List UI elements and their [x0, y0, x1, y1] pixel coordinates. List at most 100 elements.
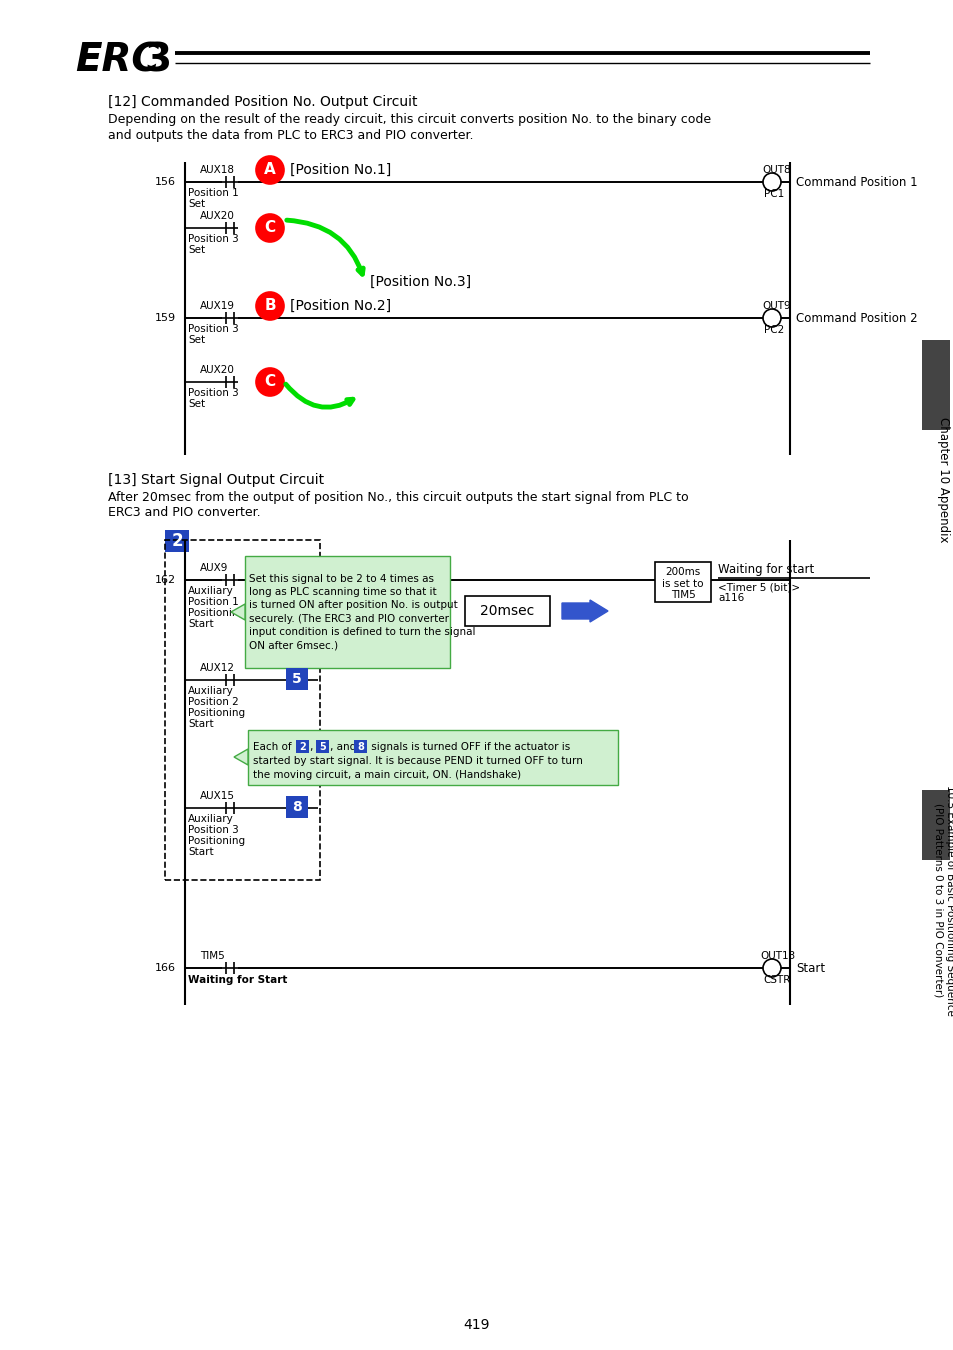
Text: Depending on the result of the ready circuit, this circuit converts position No.: Depending on the result of the ready cir… — [108, 113, 710, 127]
Text: OUT13: OUT13 — [760, 950, 795, 961]
Text: AUX18: AUX18 — [200, 165, 234, 176]
Text: Start: Start — [188, 720, 213, 729]
Text: 419: 419 — [463, 1318, 490, 1332]
Text: ,: , — [310, 743, 316, 752]
Bar — [921, 790, 949, 860]
Bar — [248, 730, 618, 784]
Text: 200ms: 200ms — [664, 567, 700, 576]
Text: Set: Set — [188, 400, 205, 409]
Text: ERC: ERC — [75, 40, 160, 80]
Text: Auxiliary: Auxiliary — [188, 586, 233, 595]
Text: the moving circuit, a main circuit, ON. (Handshake): the moving circuit, a main circuit, ON. … — [253, 769, 520, 780]
Text: 10.5 Example of Basic Positioning Sequence
(PIO Patterns 0 to 3 in PIO Converter: 10.5 Example of Basic Positioning Sequen… — [932, 784, 953, 1015]
Text: 8: 8 — [356, 743, 363, 752]
Circle shape — [255, 157, 284, 184]
Text: Command Position 2: Command Position 2 — [795, 312, 917, 324]
Text: Position 3: Position 3 — [188, 825, 238, 836]
Text: Position 3: Position 3 — [188, 387, 238, 398]
Text: C: C — [264, 374, 275, 390]
Text: Position 1: Position 1 — [188, 188, 238, 198]
Text: Waiting for start: Waiting for start — [718, 563, 814, 576]
Text: [13] Start Signal Output Circuit: [13] Start Signal Output Circuit — [108, 472, 324, 487]
Text: 5: 5 — [319, 743, 326, 752]
Text: Start: Start — [188, 620, 213, 629]
Bar — [286, 668, 308, 690]
Text: A: A — [264, 162, 275, 177]
Circle shape — [255, 369, 284, 396]
Text: Auxiliary: Auxiliary — [188, 814, 233, 824]
Circle shape — [762, 958, 781, 977]
Text: Positioning: Positioning — [188, 707, 245, 718]
Text: 2: 2 — [299, 743, 306, 752]
Text: 3: 3 — [144, 40, 171, 80]
Text: [Position No.2]: [Position No.2] — [290, 298, 391, 313]
Text: PC1: PC1 — [763, 189, 783, 198]
Text: Waiting for Start: Waiting for Start — [188, 975, 287, 985]
Polygon shape — [231, 603, 245, 620]
Bar — [921, 340, 949, 431]
Text: AUX20: AUX20 — [200, 364, 234, 375]
Bar — [655, 562, 710, 602]
Text: TIM5: TIM5 — [670, 590, 695, 599]
Text: Set: Set — [188, 244, 205, 255]
Text: [Position No.1]: [Position No.1] — [290, 163, 391, 177]
Text: B: B — [264, 298, 275, 313]
Text: Position 1: Position 1 — [188, 597, 238, 608]
Text: Command Position 1: Command Position 1 — [795, 176, 917, 189]
Text: 162: 162 — [154, 575, 176, 585]
Circle shape — [255, 292, 284, 320]
Text: AUX15: AUX15 — [200, 791, 234, 801]
Bar — [286, 796, 308, 818]
Text: , and: , and — [330, 743, 359, 752]
Text: AUX20: AUX20 — [200, 211, 234, 221]
Bar — [165, 540, 319, 880]
Text: signals is turned OFF if the actuator is: signals is turned OFF if the actuator is — [368, 743, 570, 752]
Text: is set to: is set to — [661, 579, 703, 589]
Text: AUX12: AUX12 — [200, 663, 234, 674]
Circle shape — [762, 173, 781, 190]
Text: Start: Start — [795, 961, 824, 975]
Text: 5: 5 — [292, 672, 301, 686]
Bar — [354, 740, 367, 753]
Text: 8: 8 — [292, 801, 301, 814]
Text: Auxiliary: Auxiliary — [188, 686, 233, 697]
Text: Position 3: Position 3 — [188, 324, 238, 333]
Text: Set this signal to be 2 to 4 times as
long as PLC scanning time so that it
is tu: Set this signal to be 2 to 4 times as lo… — [249, 574, 475, 649]
Text: ERC3 and PIO converter.: ERC3 and PIO converter. — [108, 506, 260, 520]
Text: 20msec: 20msec — [479, 603, 534, 618]
Text: AUX9: AUX9 — [200, 563, 228, 572]
Text: <Timer 5 (bit)>: <Timer 5 (bit)> — [718, 582, 800, 593]
Text: Position 2: Position 2 — [188, 697, 238, 707]
Text: Each of: Each of — [253, 743, 294, 752]
Text: C: C — [264, 220, 275, 235]
Bar — [165, 531, 189, 552]
Bar — [315, 740, 329, 753]
Text: 159: 159 — [154, 313, 176, 323]
Circle shape — [762, 309, 781, 327]
Text: After 20msec from the output of position No., this circuit outputs the start sig: After 20msec from the output of position… — [108, 490, 688, 504]
Text: TIM5: TIM5 — [200, 950, 225, 961]
Text: Set: Set — [188, 198, 205, 209]
Text: and outputs the data from PLC to ERC3 and PIO converter.: and outputs the data from PLC to ERC3 an… — [108, 130, 473, 143]
Text: CSTR: CSTR — [762, 975, 789, 985]
Bar — [245, 556, 450, 668]
Text: Positioning: Positioning — [188, 608, 245, 618]
Text: 166: 166 — [154, 963, 175, 973]
Text: Start: Start — [188, 846, 213, 857]
Text: a116: a116 — [718, 593, 743, 603]
Text: 2: 2 — [171, 532, 183, 549]
Text: Positioning: Positioning — [188, 836, 245, 846]
Text: started by start signal. It is because PEND it turned OFF to turn: started by start signal. It is because P… — [253, 756, 582, 765]
Circle shape — [255, 215, 284, 242]
Text: Set: Set — [188, 335, 205, 346]
Text: OUT8: OUT8 — [761, 165, 790, 176]
Text: Position 3: Position 3 — [188, 234, 238, 244]
Text: 156: 156 — [154, 177, 175, 188]
Bar — [464, 595, 550, 626]
FancyArrow shape — [561, 599, 607, 622]
Bar — [295, 740, 309, 753]
Text: AUX19: AUX19 — [200, 301, 234, 310]
Text: PC2: PC2 — [763, 325, 783, 335]
Text: [Position No.3]: [Position No.3] — [370, 275, 471, 289]
Polygon shape — [233, 749, 248, 765]
